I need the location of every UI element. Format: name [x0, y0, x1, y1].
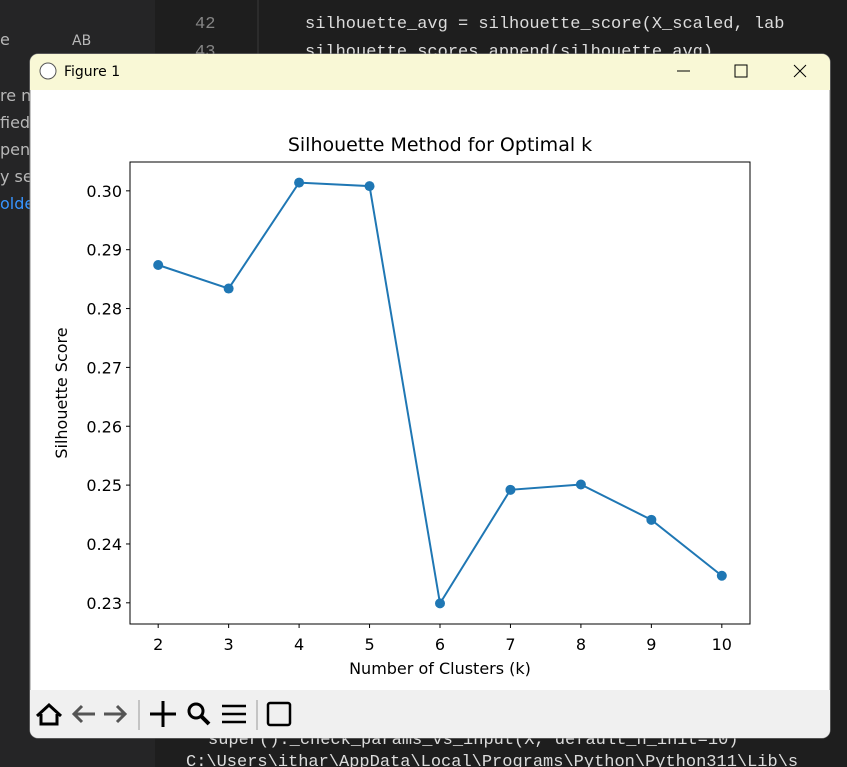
y-tick-label: 0.26 [86, 417, 122, 436]
y-tick-label: 0.24 [86, 535, 122, 554]
sidebar-text: e [0, 30, 10, 49]
y-tick-label: 0.27 [86, 358, 122, 377]
configure-button[interactable] [222, 704, 246, 724]
data-point [364, 181, 375, 192]
sidebar-text: fied [0, 113, 30, 132]
data-point [646, 514, 657, 525]
back-button[interactable] [71, 704, 95, 724]
x-tick-label: 6 [435, 635, 445, 654]
data-point [575, 479, 586, 490]
toolbar [30, 690, 830, 738]
sidebar-text: re n [0, 86, 31, 105]
title-bar [30, 54, 830, 90]
line-number: 42 [195, 15, 215, 34]
x-axis-label: Number of Clusters (k) [349, 659, 531, 678]
window-title: Figure 1 [64, 64, 120, 80]
forward-button[interactable] [104, 704, 128, 724]
app-icon [39, 62, 57, 80]
axes-frame [129, 161, 751, 625]
sidebar-text: AB [72, 33, 91, 49]
data-point [716, 570, 727, 581]
x-tick-label: 10 [712, 635, 732, 654]
data-point [153, 259, 164, 270]
x-tick-label: 3 [224, 635, 234, 654]
close-button[interactable] [793, 64, 807, 78]
zoom-button[interactable] [187, 702, 211, 726]
data-point [223, 283, 234, 294]
y-tick-label: 0.25 [86, 476, 122, 495]
x-tick-label: 9 [646, 635, 656, 654]
figure-window: Figure 1 [29, 53, 831, 739]
x-tick-label: 5 [364, 635, 374, 654]
window-frame [29, 53, 831, 739]
y-tick-label: 0.23 [86, 594, 122, 613]
data-point [294, 177, 305, 188]
chart-title: Silhouette Method for Optimal k [288, 134, 592, 156]
maximize-button[interactable] [734, 64, 748, 78]
data-point [435, 598, 445, 609]
sidebar-text: pen [0, 140, 30, 159]
x-tick-label: 7 [505, 635, 515, 654]
x-tick-label: 4 [294, 635, 304, 654]
y-axis-label: Silhouette Score [52, 327, 71, 458]
y-tick-label: 0.30 [86, 182, 122, 201]
save-button[interactable] [266, 701, 292, 727]
home-button[interactable] [35, 702, 63, 726]
y-tick-label: 0.29 [86, 241, 122, 260]
terminal-line: C:\Users\ithar\AppData\Local\Programs\Py… [186, 753, 798, 767]
sidebar-link[interactable]: olde [0, 194, 34, 213]
data-point [505, 484, 516, 495]
code-line: silhouette_avg = silhouette_score(X_scal… [305, 15, 784, 34]
x-tick-label: 2 [153, 635, 163, 654]
pan-button[interactable] [150, 701, 176, 727]
sidebar-text: y se [0, 167, 33, 186]
y-tick-label: 0.28 [86, 300, 122, 319]
x-tick-label: 8 [576, 635, 586, 654]
plot: Silhouette Method for Optimal k Number of… [52, 134, 751, 678]
